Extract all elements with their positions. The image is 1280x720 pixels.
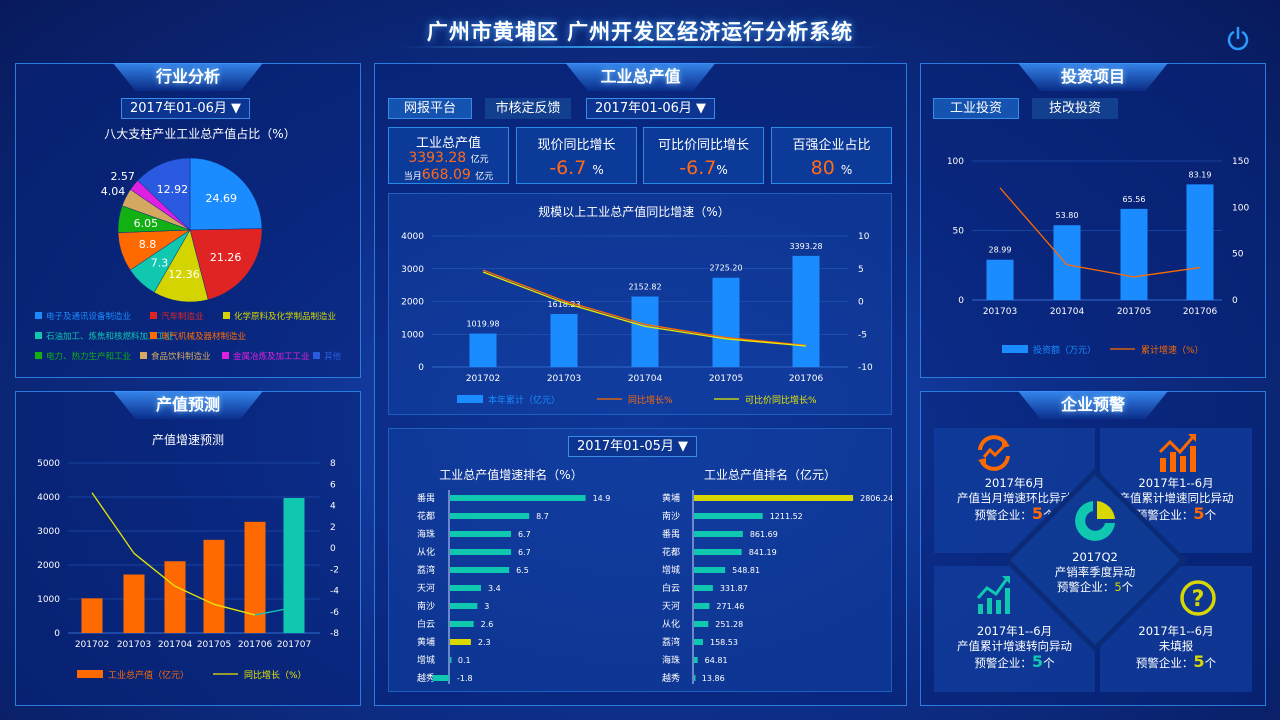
ranking-period-dropdown[interactable]: 2017年01-05月 ▼ xyxy=(568,436,697,457)
tile-count: 5 xyxy=(1031,652,1044,671)
svg-text:?: ? xyxy=(1192,587,1205,612)
kpi-label: 工业总产值 xyxy=(415,136,481,151)
tile-period: 2017Q2 xyxy=(1072,550,1118,564)
tile-suffix: 个 xyxy=(1204,508,1217,522)
kpi-comparable-price-growth: 可比价同比增长 -6.7% xyxy=(643,127,764,184)
kpi-value: -6.7 xyxy=(549,157,587,179)
kpi-top100-share: 百强企业占比 80 % xyxy=(771,127,892,184)
kpi-month-label: 当月 xyxy=(403,172,422,182)
tile-prefix: 预警企业： xyxy=(974,656,1032,670)
donut-chart-icon xyxy=(1075,501,1115,541)
kpi-value: 3393.28 xyxy=(408,150,467,166)
kpi-label: 可比价同比增长 xyxy=(657,138,749,153)
ranking-card xyxy=(388,428,892,692)
kpi-label: 百强企业占比 xyxy=(792,138,871,153)
tile-desc: 产值当月增速环比异动 xyxy=(957,491,1072,505)
gdp-period-dropdown[interactable]: 2017年01-06月 ▼ xyxy=(586,98,715,119)
tab-city-feedback[interactable]: 市核定反馈 xyxy=(485,98,571,119)
growth-chart-icon xyxy=(976,576,1010,614)
kpi-total-output: 工业总产值 3393.28 亿元 当月668.09 亿元 xyxy=(388,127,509,184)
kpi-value: -6.7 xyxy=(679,157,717,179)
warning-tile-turning[interactable]: 2017年1--6月 产值累计增速转向异动 预警企业：5个 xyxy=(934,566,1095,692)
tab-tech-renovation-investment[interactable]: 技改投资 xyxy=(1032,98,1118,119)
tile-count: 5 xyxy=(1193,652,1205,671)
question-icon: ? xyxy=(1180,580,1216,616)
tile-count: 5 xyxy=(1114,580,1122,594)
industry-period-dropdown[interactable]: 2017年01-06月 ▼ xyxy=(121,98,250,119)
warning-tile-sales-rate[interactable]: 2017Q2 产销率季度异动 预警企业：5个 xyxy=(1045,498,1145,595)
panel-title: 行业分析 xyxy=(113,63,263,91)
tile-prefix: 预警企业： xyxy=(1056,580,1115,594)
tile-prefix: 预警企业： xyxy=(1135,508,1194,522)
panel-title: 工业总产值 xyxy=(565,63,716,91)
tile-desc: 产值累计增速转向异动 xyxy=(957,639,1072,653)
app-title: 广州市黄埔区 广州开发区经济运行分析系统 xyxy=(426,20,854,44)
tile-desc: 产值累计增速同比异动 xyxy=(1118,491,1234,505)
tile-period: 2017年1--6月 xyxy=(1138,476,1214,490)
power-icon[interactable] xyxy=(1225,26,1251,52)
kpi-unit: % xyxy=(592,163,604,177)
panel-title: 企业预警 xyxy=(1018,391,1168,419)
kpi-value: 80 xyxy=(810,157,835,179)
kpi-unit: % xyxy=(840,163,853,177)
gdp-growth-chart-card xyxy=(388,193,892,415)
tile-count: 5 xyxy=(1031,504,1044,523)
panel-title: 投资项目 xyxy=(1018,63,1168,91)
tile-period: 2017年6月 xyxy=(984,476,1045,490)
kpi-unit: % xyxy=(716,163,728,177)
forecast-panel: 产值预测 xyxy=(15,391,361,706)
title-underline xyxy=(400,46,880,48)
kpi-month-value: 668.09 xyxy=(421,167,471,183)
tile-period: 2017年1--6月 xyxy=(1138,624,1214,638)
tile-desc: 未填报 xyxy=(1158,639,1194,653)
kpi-label: 现价同比增长 xyxy=(537,138,616,153)
kpi-month-unit: 亿元 xyxy=(475,172,494,182)
bar-trend-up-icon xyxy=(1158,434,1196,472)
tile-prefix: 预警企业： xyxy=(1135,656,1194,670)
kpi-unit: 亿元 xyxy=(470,155,489,165)
tile-prefix: 预警企业： xyxy=(974,508,1032,522)
refresh-trend-icon xyxy=(978,435,1010,471)
warning-tile-unreported[interactable]: ? 2017年1--6月 未填报 预警企业：5个 xyxy=(1100,566,1252,692)
tile-suffix: 个 xyxy=(1121,580,1134,594)
tab-industrial-investment[interactable]: 工业投资 xyxy=(933,98,1019,119)
tile-count: 5 xyxy=(1193,504,1205,523)
panel-title: 产值预测 xyxy=(113,391,263,419)
tile-suffix: 个 xyxy=(1043,656,1055,670)
tile-suffix: 个 xyxy=(1204,656,1217,670)
kpi-current-price-growth: 现价同比增长 -6.7 % xyxy=(516,127,637,184)
warning-tile-monthly[interactable]: 2017年6月 产值当月增速环比异动 预警企业：5个 xyxy=(934,428,1095,553)
tab-report-platform[interactable]: 网报平台 xyxy=(388,98,472,119)
tile-period: 2017年1--6月 xyxy=(976,624,1053,638)
tile-desc: 产销率季度异动 xyxy=(1054,565,1136,579)
